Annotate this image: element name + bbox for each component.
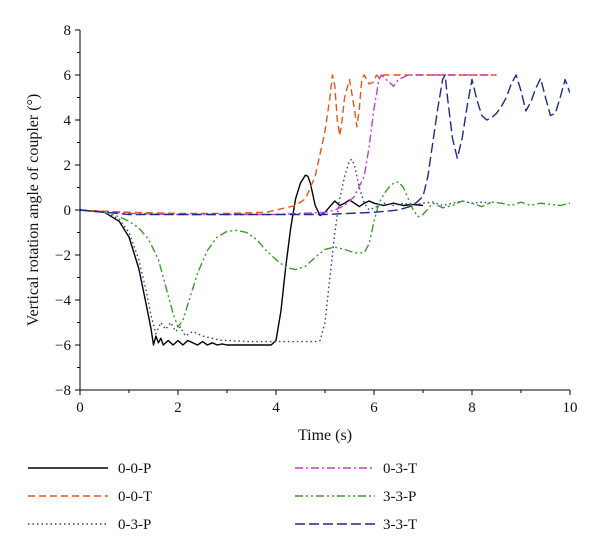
legend-item-3-3-P: 3-3-P	[295, 489, 416, 505]
series-line-3-3-P	[80, 181, 570, 328]
tick-labels: 0 2 4 6 8 10 −8 −6 −4 −2 0 2 4 6 8	[55, 23, 577, 416]
legend-item-0-0-P: 0-0-P	[28, 461, 151, 477]
series-line-0-3-T	[80, 74, 497, 216]
legend-label: 0-0-P	[118, 461, 151, 477]
legend-label: 0-3-T	[383, 461, 417, 477]
legend-item-3-3-T: 3-3-T	[295, 517, 417, 533]
y-tick-label: −4	[55, 293, 71, 309]
axes	[79, 30, 570, 391]
x-tick-label: 0	[76, 400, 84, 416]
series-line-0-0-P	[80, 174, 424, 346]
legend-label: 0-0-T	[118, 489, 152, 505]
y-tick-label: 6	[64, 68, 72, 84]
x-tick-label: 4	[272, 400, 280, 416]
x-tick-label: 2	[174, 400, 182, 416]
legend-item-0-3-P: 0-3-P	[28, 517, 151, 533]
legend-label: 3-3-P	[383, 489, 416, 505]
legend-item-0-3-T: 0-3-T	[295, 461, 417, 477]
y-tick-label: −2	[55, 248, 71, 264]
y-tick-label: 2	[64, 158, 72, 174]
x-tick-label: 6	[370, 400, 378, 416]
series-line-0-3-P	[80, 158, 492, 343]
legend-label: 3-3-T	[383, 517, 417, 533]
series-layer	[80, 74, 570, 346]
series-line-3-3-T	[80, 74, 570, 216]
y-tick-label: −6	[55, 338, 71, 354]
legend-label: 0-3-P	[118, 517, 151, 533]
y-tick-label: 0	[64, 203, 72, 219]
y-tick-label: −8	[55, 383, 71, 399]
x-tick-label: 10	[563, 400, 578, 416]
y-tick-label: 4	[64, 113, 72, 129]
legend: 0-0-P 0-0-T 0-3-P 0-3-T 3-3-P 3-3-T	[28, 461, 417, 533]
x-axis-label: Time (s)	[298, 427, 352, 444]
x-tick-label: 8	[468, 400, 476, 416]
y-axis-label: Vertical rotation angle of coupler (°)	[25, 94, 42, 327]
series-line-0-0-T	[80, 74, 497, 215]
legend-item-0-0-T: 0-0-T	[28, 489, 152, 505]
y-tick-label: 8	[64, 23, 72, 39]
